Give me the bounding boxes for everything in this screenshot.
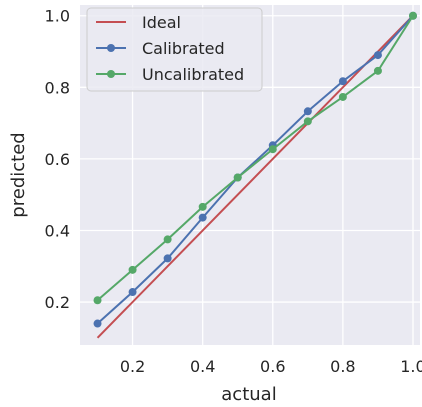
uncalibrated-point	[268, 145, 277, 154]
legend-items: Ideal Calibrated Uncalibrated	[96, 13, 244, 84]
legend-frame	[86, 7, 263, 92]
calibrated-point	[303, 107, 312, 116]
uncalibrated-point	[198, 202, 207, 211]
uncalibrated-point	[408, 11, 417, 20]
calibrated-series-line	[96, 15, 414, 325]
y-tick-label: 0.6	[45, 150, 70, 169]
uncalibrated-point	[373, 66, 382, 75]
x-tick-label: 0.8	[330, 357, 355, 376]
y-tick-label: 0.8	[45, 78, 70, 97]
uncalibrated-series-line	[96, 15, 414, 302]
legend-marker-calibrated	[107, 44, 115, 52]
y-axis-title: predicted	[8, 132, 29, 217]
y-axis-ticks: 0.2 0.4 0.6 0.8 1.0	[45, 7, 70, 312]
y-tick-label: 0.2	[45, 293, 70, 312]
calibrated-point	[128, 288, 137, 297]
uncalibrated-point	[233, 173, 242, 182]
uncalibrated-point	[93, 296, 102, 305]
uncalibrated-point	[338, 92, 347, 101]
x-axis-title: actual	[221, 384, 276, 405]
legend-label-ideal: Ideal	[142, 13, 181, 32]
x-tick-label: 0.6	[260, 357, 285, 376]
uncalibrated-point	[128, 265, 137, 274]
y-tick-label: 0.4	[45, 221, 70, 240]
calibrated-point	[93, 319, 102, 328]
legend: Ideal Calibrated Uncalibrated	[86, 7, 263, 92]
series-layer	[93, 11, 417, 339]
ideal-series-line	[96, 15, 414, 339]
calibrated-point	[338, 77, 347, 86]
legend-label-calibrated: Calibrated	[142, 39, 225, 58]
y-tick-label: 1.0	[45, 7, 70, 26]
x-tick-label: 1.0	[400, 357, 422, 376]
legend-label-uncalibrated: Uncalibrated	[142, 65, 244, 84]
legend-marker-uncalibrated	[107, 70, 115, 78]
calibrated-point	[198, 213, 207, 222]
calibrated-point	[163, 254, 172, 263]
uncalibrated-point	[303, 117, 312, 126]
calibrated-point	[373, 51, 382, 60]
x-tick-label: 0.2	[120, 357, 145, 376]
x-tick-label: 0.4	[190, 357, 215, 376]
uncalibrated-point	[163, 235, 172, 244]
x-axis-ticks: 0.2 0.4 0.6 0.8 1.0	[120, 357, 422, 376]
